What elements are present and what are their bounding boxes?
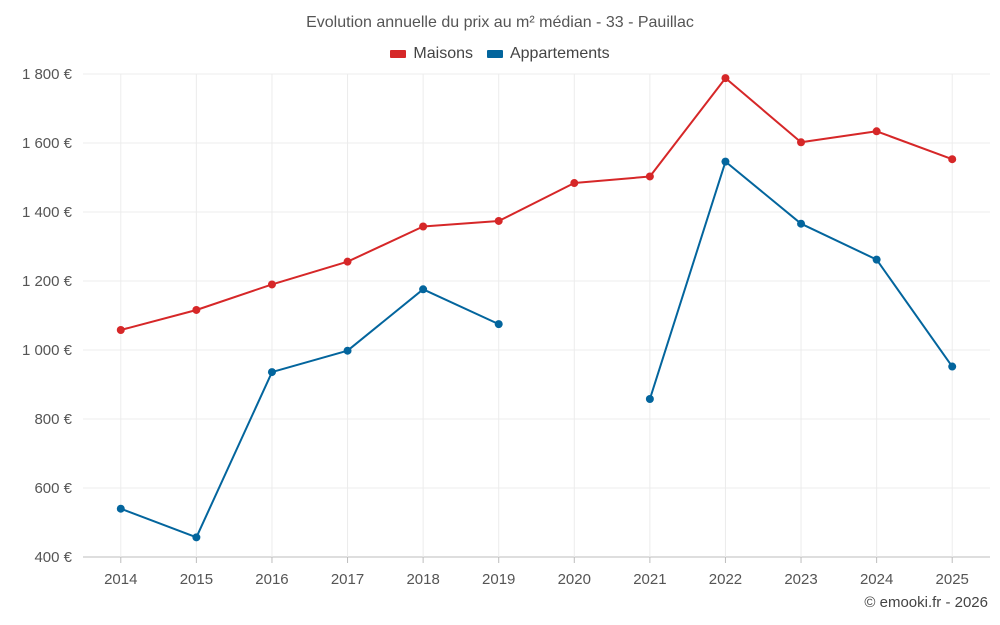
data-point-maisons-2022 <box>721 74 730 83</box>
data-point-maisons-2014 <box>116 325 125 334</box>
x-tick-label: 2024 <box>860 571 893 588</box>
x-tick-label: 2022 <box>709 571 742 588</box>
legend-label-maisons: Maisons <box>413 45 473 62</box>
data-point-appartements-2023 <box>797 219 806 228</box>
legend-swatch-appartements <box>486 50 503 58</box>
data-point-maisons-2024 <box>872 127 881 136</box>
data-point-appartements-2025 <box>948 362 957 371</box>
legend-label-appartements: Appartements <box>509 45 610 62</box>
x-tick-label: 2021 <box>633 571 666 588</box>
x-tick-label: 2020 <box>558 571 591 588</box>
y-tick-label: 1 400 € <box>22 204 73 221</box>
y-tick-label: 600 € <box>34 480 72 497</box>
x-tick-label: 2019 <box>482 571 515 588</box>
data-point-appartements-2021 <box>645 394 654 403</box>
series-line-maisons <box>120 77 953 331</box>
data-point-maisons-2016 <box>267 280 276 289</box>
data-point-appartements-2018 <box>419 285 428 294</box>
data-point-appartements-2016 <box>267 368 276 377</box>
x-tick-label: 2015 <box>180 571 213 588</box>
data-point-appartements-2017 <box>343 346 352 355</box>
y-tick-label: 800 € <box>34 411 72 428</box>
x-tick-label: 2017 <box>331 571 364 588</box>
x-tick-label: 2025 <box>936 571 969 588</box>
series-line-appartements <box>120 288 500 539</box>
x-tick-label: 2014 <box>104 571 137 588</box>
data-point-maisons-2020 <box>570 179 579 188</box>
y-tick-label: 1 200 € <box>22 273 73 290</box>
data-point-maisons-2015 <box>192 305 201 314</box>
data-point-maisons-2017 <box>343 257 352 266</box>
legend-item-maisons[interactable]: Maisons <box>390 45 473 63</box>
x-tick-label: 2018 <box>406 571 439 588</box>
chart-title: Evolution annuelle du prix au m² médian … <box>306 14 694 31</box>
data-point-maisons-2019 <box>494 216 503 225</box>
x-tick-label: 2023 <box>784 571 817 588</box>
y-tick-label: 1 000 € <box>22 342 73 359</box>
data-point-maisons-2023 <box>797 138 806 147</box>
data-point-appartements-2019 <box>494 320 503 329</box>
credit-text: © emooki.fr - 2026 <box>864 594 988 611</box>
data-point-maisons-2025 <box>948 155 957 164</box>
y-tick-label: 400 € <box>34 549 72 566</box>
data-point-maisons-2018 <box>419 222 428 231</box>
legend: Maisons Appartements <box>0 45 1000 63</box>
y-tick-label: 1 800 € <box>22 66 73 83</box>
data-point-appartements-2015 <box>192 533 201 542</box>
y-tick-label: 1 600 € <box>22 135 73 152</box>
data-point-appartements-2022 <box>721 157 730 166</box>
legend-item-appartements[interactable]: Appartements <box>486 45 610 63</box>
legend-swatch-maisons <box>390 50 407 58</box>
data-point-appartements-2014 <box>116 504 125 513</box>
data-point-appartements-2024 <box>872 255 881 264</box>
x-tick-label: 2016 <box>255 571 288 588</box>
data-point-maisons-2021 <box>645 172 654 181</box>
